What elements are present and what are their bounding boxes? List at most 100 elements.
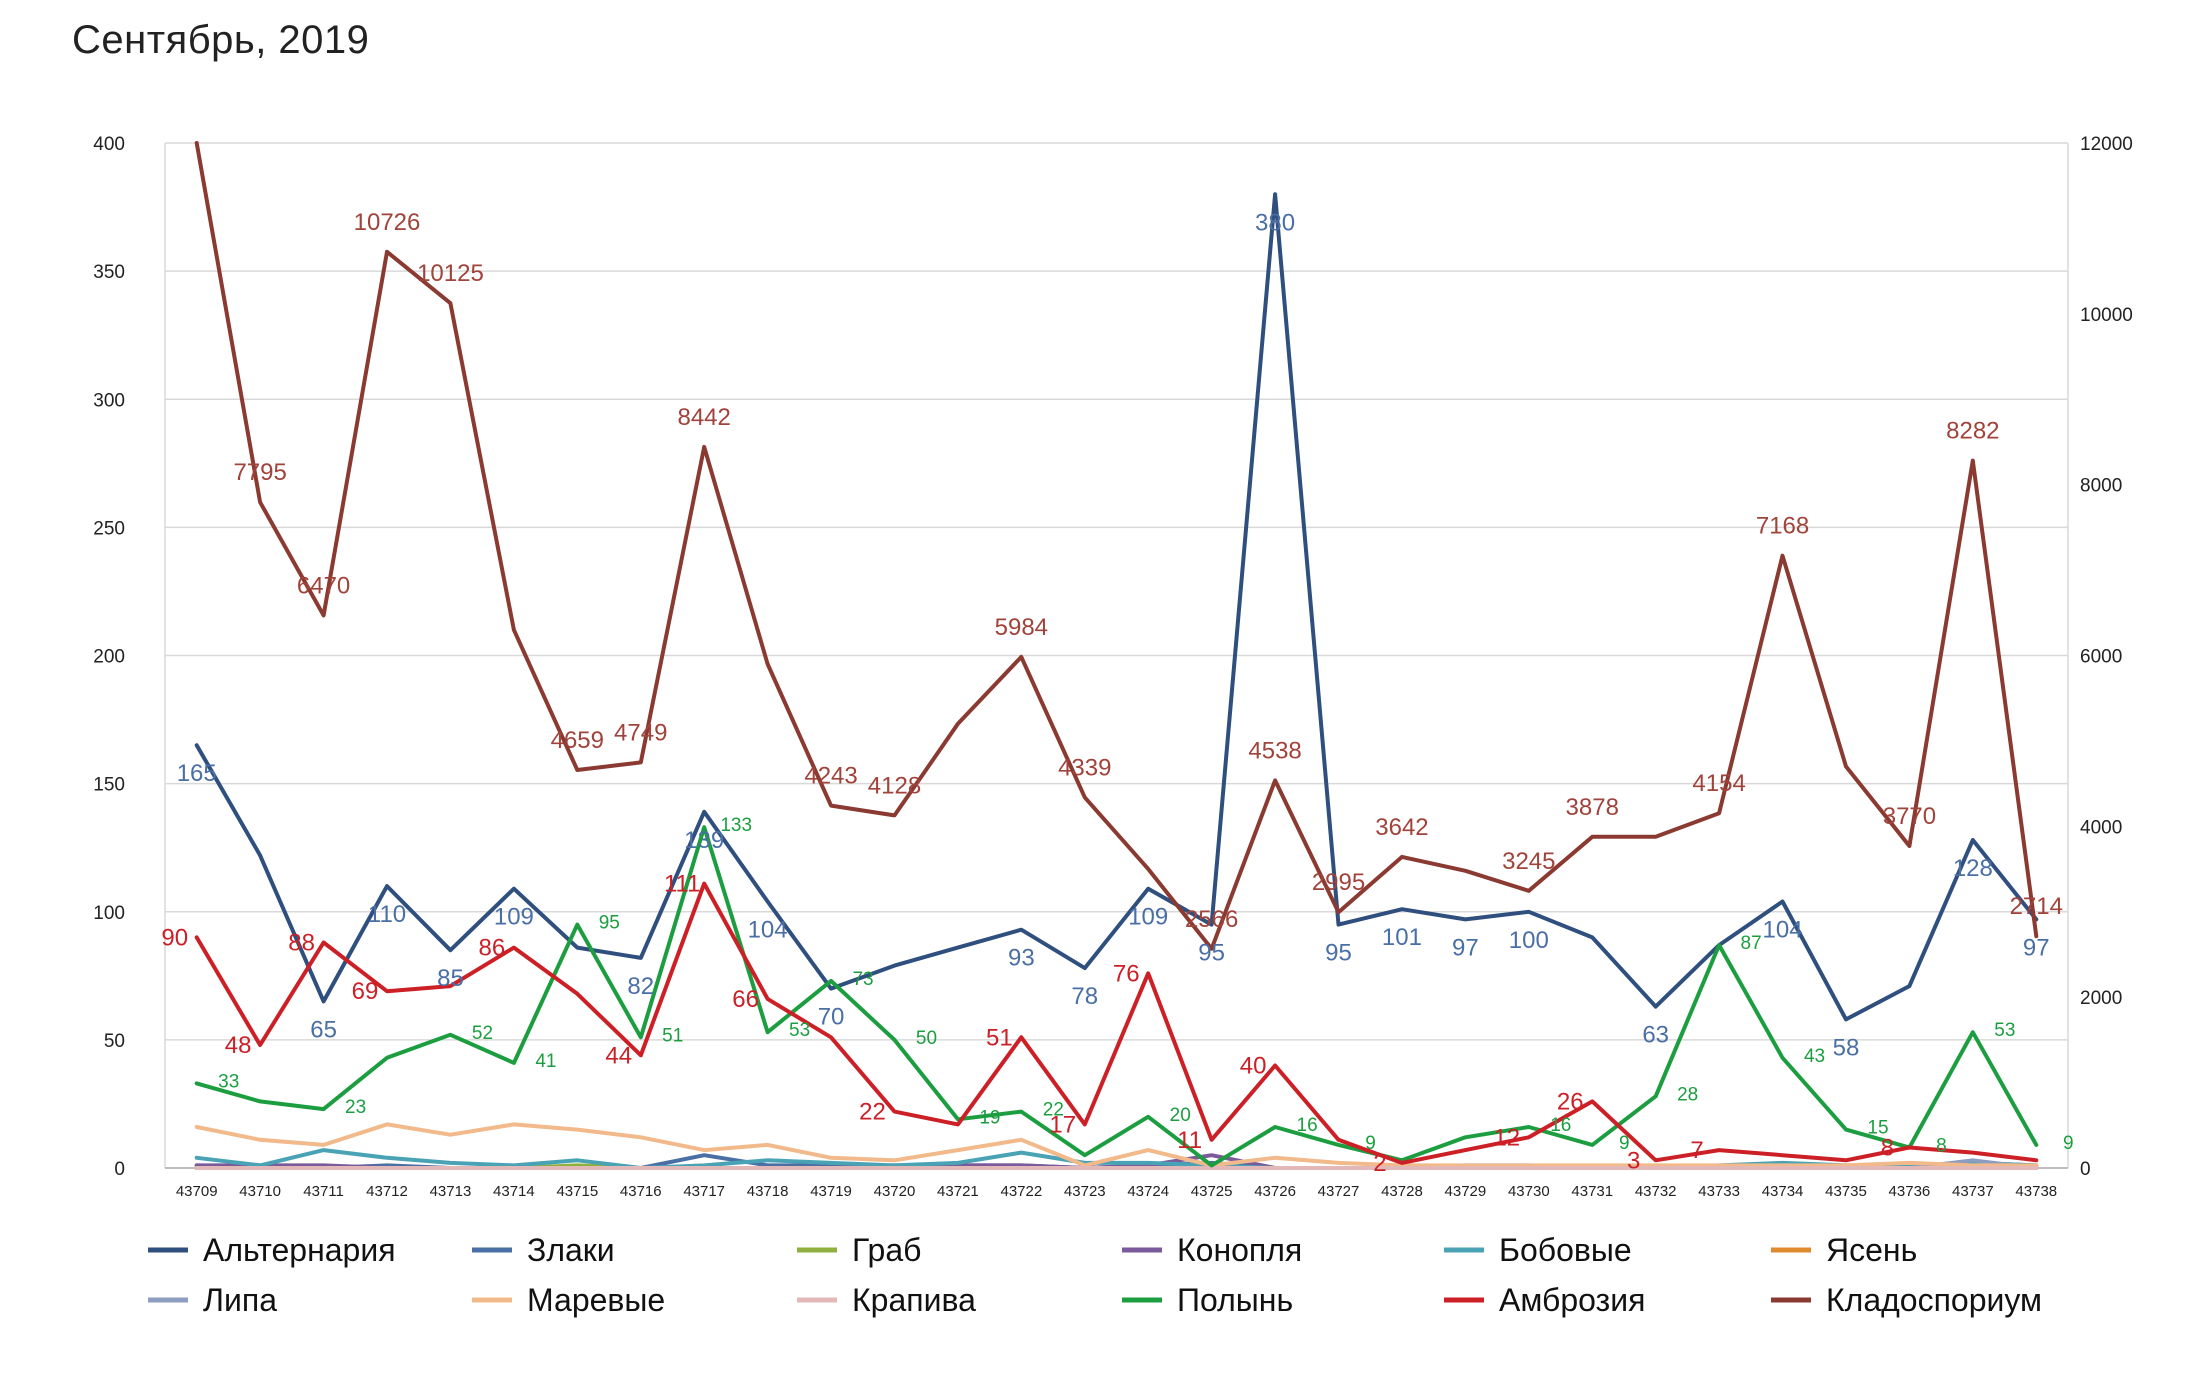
legend-item: Липа [148,1282,277,1318]
legend-label: Конопля [1177,1232,1302,1268]
data-label: 128 [1953,855,1993,882]
chart-title: Сентябрь, 2019 [72,18,370,62]
data-label: 109 [1128,904,1168,931]
data-label: 101 [1382,924,1422,951]
data-label: 78 [1071,983,1098,1010]
data-label: 4749 [614,719,667,746]
data-label: 139 [684,827,724,854]
series-lines [194,141,2039,1170]
data-label: 53 [789,1020,810,1041]
legend-label: Полынь [1177,1282,1293,1318]
legend-label: Злаки [527,1232,615,1268]
data-label: 76 [1113,960,1140,987]
y-right-tick-label: 10000 [2080,305,2133,326]
data-label: 10125 [417,260,484,287]
data-label: 2 [1373,1150,1386,1177]
y-left-tick-label: 50 [104,1031,125,1052]
legend: Альтернария Злаки Граб Конопля Бобовые Ясень Л… [148,1232,2042,1318]
data-label: 40 [1240,1053,1267,1080]
x-tick-label: 43734 [1762,1183,1804,1200]
data-label: 109 [494,904,534,931]
data-label: 20 [1170,1105,1191,1126]
y-right-tick-label: 4000 [2080,817,2122,838]
data-label: 16 [1550,1115,1571,1136]
legend-item: Полынь [1122,1282,1293,1318]
x-tick-label: 43712 [366,1183,408,1200]
data-label: 22 [859,1099,886,1126]
x-axis-ticks: 43709 43710 43711 43712 43713 43714 43715 43716… [176,1183,2057,1200]
y-left-tick-label: 0 [114,1159,125,1180]
data-label: 70 [818,1004,845,1031]
data-label: 51 [662,1025,683,1046]
x-tick-label: 43713 [430,1183,472,1200]
x-tick-label: 43735 [1825,1183,1867,1200]
data-label: 90 [161,924,188,951]
data-label: 3770 [1883,803,1936,830]
data-label: 23 [345,1097,366,1118]
data-label: 12 [1493,1124,1520,1151]
series-line-Полынь [194,825,2039,1168]
data-label: 110 [368,901,406,928]
data-label: 165 [177,760,217,787]
data-label: 95 [1198,940,1225,967]
legend-label: Липа [203,1282,277,1318]
data-label: 28 [1677,1084,1698,1105]
legend-item: Амброзия [1444,1282,1645,1318]
x-tick-label: 43736 [1889,1183,1931,1200]
data-label: 104 [1763,917,1803,944]
legend-item: Маревые [472,1282,665,1318]
data-label: 7 [1690,1137,1703,1164]
x-tick-label: 43709 [176,1183,218,1200]
y-left-tick-label: 400 [93,134,125,155]
data-label: 87 [1741,933,1762,954]
data-label: 380 [1255,209,1295,236]
x-tick-label: 43730 [1508,1183,1550,1200]
x-tick-label: 43714 [493,1183,535,1200]
x-tick-label: 43737 [1952,1183,1994,1200]
data-label: 104 [748,917,788,944]
data-label: 50 [916,1028,937,1049]
x-tick-label: 43710 [239,1183,281,1200]
data-label: 17 [1049,1111,1076,1138]
data-label: 86 [479,935,506,962]
x-tick-label: 43732 [1635,1183,1677,1200]
data-label: 100 [1509,927,1549,954]
data-label: 6470 [297,572,350,599]
data-label: 4128 [868,772,921,799]
data-label: 3 [1627,1147,1640,1174]
y-left-tick-label: 200 [93,647,125,668]
data-label: 53 [1994,1020,2015,1041]
data-label: 95 [1325,940,1352,967]
data-label: 19 [979,1107,1000,1128]
y-left-tick-label: 250 [93,518,125,539]
data-label: 2566 [1185,906,1238,933]
legend-item: Крапива [797,1282,976,1318]
data-label: 41 [535,1051,556,1072]
data-label: 69 [352,978,379,1005]
legend-label: Ясень [1826,1232,1917,1268]
data-label: 111 [664,871,700,898]
data-label: 93 [1008,945,1035,972]
x-tick-label: 43722 [1000,1183,1042,1200]
y-right-tick-label: 0 [2080,1159,2091,1180]
legend-item: Ясень [1771,1232,1917,1268]
x-tick-label: 43731 [1571,1183,1613,1200]
data-label: 52 [472,1023,493,1044]
data-label: 4339 [1058,754,1111,781]
legend-label: Крапива [852,1282,976,1318]
data-label: 26 [1557,1088,1584,1115]
legend-item: Кладоспориум [1771,1282,2042,1318]
y-left-tick-label: 150 [93,775,125,796]
legend-item: Конопля [1122,1232,1302,1268]
data-label: 63 [1642,1022,1669,1049]
data-label: 95 [599,913,620,934]
data-label: 66 [732,986,759,1013]
data-label: 97 [2023,934,2050,961]
x-tick-label: 43711 [303,1183,344,1200]
data-label: 22 [1043,1100,1064,1121]
legend-item: Альтернария [148,1232,396,1268]
data-label: 82 [627,973,654,1000]
data-label: 9 [2063,1133,2074,1154]
x-tick-label: 43724 [1127,1183,1169,1200]
